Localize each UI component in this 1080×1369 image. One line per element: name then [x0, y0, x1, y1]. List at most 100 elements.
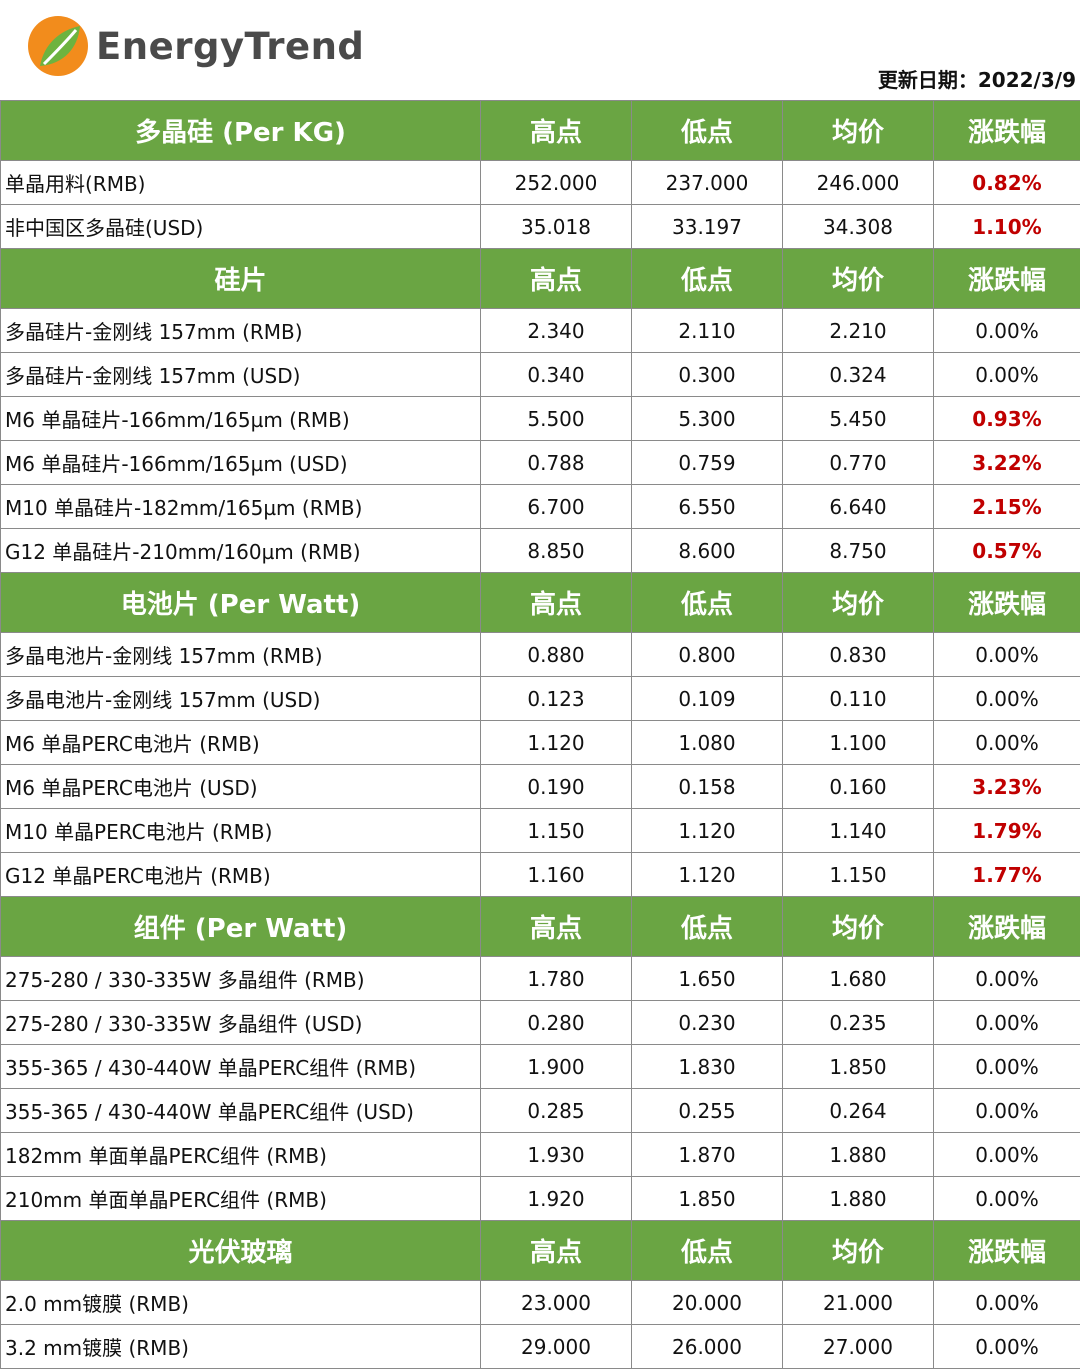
low-price: 2.110 [631, 308, 783, 353]
column-header: 均价 [782, 248, 934, 309]
low-price: 20.000 [631, 1280, 783, 1325]
average-price: 34.308 [782, 204, 934, 249]
table-row: M6 单晶硅片-166mm/165µm (RMB) 5.500 5.300 5.450… [0, 396, 1080, 441]
price-table-body: 多晶硅 (Per KG) 高点 低点 均价 涨跌幅 单晶用料(RMB) 252.000 237… [0, 100, 1080, 1369]
product-name: 2.0 mm镀膜 (RMB) [0, 1280, 481, 1325]
low-price: 0.759 [631, 440, 783, 485]
column-header: 低点 [631, 100, 783, 161]
low-price: 6.550 [631, 484, 783, 529]
average-price: 1.100 [782, 720, 934, 765]
column-header: 高点 [480, 896, 632, 957]
table-row: M10 单晶硅片-182mm/165µm (RMB) 6.700 6.550 6.64… [0, 484, 1080, 529]
table-row: 多晶硅片-金刚线 157mm (USD) 0.340 0.300 0.324 0.00% [0, 352, 1080, 397]
product-name: G12 单晶PERC电池片 (RMB) [0, 852, 481, 897]
low-price: 1.080 [631, 720, 783, 765]
section-title: 组件 (Per Watt) [0, 896, 481, 957]
low-price: 0.300 [631, 352, 783, 397]
column-header: 涨跌幅 [933, 100, 1080, 161]
change-percent: 0.00% [933, 1324, 1080, 1369]
table-row: 多晶电池片-金刚线 157mm (RMB) 0.880 0.800 0.830 0.00… [0, 632, 1080, 677]
average-price: 0.160 [782, 764, 934, 809]
brand-name: EnergyTrend [96, 25, 365, 68]
column-header: 涨跌幅 [933, 896, 1080, 957]
table-row: G12 单晶硅片-210mm/160µm (RMB) 8.850 8.600 8.75… [0, 528, 1080, 573]
low-price: 0.800 [631, 632, 783, 677]
product-name: M6 单晶PERC电池片 (USD) [0, 764, 481, 809]
high-price: 1.780 [480, 956, 632, 1001]
product-name: 多晶硅片-金刚线 157mm (RMB) [0, 308, 481, 353]
average-price: 0.110 [782, 676, 934, 721]
section-title: 电池片 (Per Watt) [0, 572, 481, 633]
average-price: 0.235 [782, 1000, 934, 1045]
low-price: 1.830 [631, 1044, 783, 1089]
average-price: 27.000 [782, 1324, 934, 1369]
product-name: M10 单晶PERC电池片 (RMB) [0, 808, 481, 853]
product-name: 275-280 / 330-335W 多晶组件 (RMB) [0, 956, 481, 1001]
change-percent: 0.00% [933, 676, 1080, 721]
high-price: 8.850 [480, 528, 632, 573]
column-header: 高点 [480, 572, 632, 633]
high-price: 1.920 [480, 1176, 632, 1221]
table-row: 单晶用料(RMB) 252.000 237.000 246.000 0.82% [0, 160, 1080, 205]
change-percent: 3.22% [933, 440, 1080, 485]
average-price: 0.830 [782, 632, 934, 677]
section-header-row: 组件 (Per Watt) 高点 低点 均价 涨跌幅 [0, 896, 1080, 957]
low-price: 26.000 [631, 1324, 783, 1369]
change-percent: 0.93% [933, 396, 1080, 441]
change-percent: 0.00% [933, 1280, 1080, 1325]
high-price: 23.000 [480, 1280, 632, 1325]
change-percent: 2.15% [933, 484, 1080, 529]
low-price: 0.230 [631, 1000, 783, 1045]
energytrend-leaf-icon [28, 16, 88, 76]
section-title: 多晶硅 (Per KG) [0, 100, 481, 161]
change-percent: 1.10% [933, 204, 1080, 249]
product-name: 单晶用料(RMB) [0, 160, 481, 205]
low-price: 0.158 [631, 764, 783, 809]
section-header-row: 硅片 高点 低点 均价 涨跌幅 [0, 248, 1080, 309]
average-price: 1.850 [782, 1044, 934, 1089]
table-row: 355-365 / 430-440W 单晶PERC组件 (USD) 0.285 0.… [0, 1088, 1080, 1133]
change-percent: 0.82% [933, 160, 1080, 205]
product-name: M6 单晶硅片-166mm/165µm (RMB) [0, 396, 481, 441]
section-header-row: 电池片 (Per Watt) 高点 低点 均价 涨跌幅 [0, 572, 1080, 633]
table-row: G12 单晶PERC电池片 (RMB) 1.160 1.120 1.150 1.77% [0, 852, 1080, 897]
table-row: 275-280 / 330-335W 多晶组件 (USD) 0.280 0.230 0… [0, 1000, 1080, 1045]
column-header: 高点 [480, 248, 632, 309]
product-name: 非中国区多晶硅(USD) [0, 204, 481, 249]
table-row: 多晶电池片-金刚线 157mm (USD) 0.123 0.109 0.110 0.00… [0, 676, 1080, 721]
change-percent: 0.00% [933, 1176, 1080, 1221]
table-row: 210mm 单面单晶PERC组件 (RMB) 1.920 1.850 1.880 0.0… [0, 1176, 1080, 1221]
table-row: M6 单晶PERC电池片 (USD) 0.190 0.158 0.160 3.23% [0, 764, 1080, 809]
column-header: 均价 [782, 1220, 934, 1281]
high-price: 1.930 [480, 1132, 632, 1177]
product-name: 182mm 单面单晶PERC组件 (RMB) [0, 1132, 481, 1177]
high-price: 0.285 [480, 1088, 632, 1133]
high-price: 1.150 [480, 808, 632, 853]
change-percent: 0.00% [933, 1132, 1080, 1177]
high-price: 0.280 [480, 1000, 632, 1045]
product-name: 275-280 / 330-335W 多晶组件 (USD) [0, 1000, 481, 1045]
low-price: 0.255 [631, 1088, 783, 1133]
high-price: 1.120 [480, 720, 632, 765]
product-name: M6 单晶PERC电池片 (RMB) [0, 720, 481, 765]
average-price: 1.680 [782, 956, 934, 1001]
column-header: 涨跌幅 [933, 1220, 1080, 1281]
column-header: 低点 [631, 896, 783, 957]
change-percent: 0.00% [933, 720, 1080, 765]
product-name: 355-365 / 430-440W 单晶PERC组件 (RMB) [0, 1044, 481, 1089]
table-row: M6 单晶PERC电池片 (RMB) 1.120 1.080 1.100 0.00% [0, 720, 1080, 765]
low-price: 1.650 [631, 956, 783, 1001]
low-price: 1.850 [631, 1176, 783, 1221]
high-price: 1.160 [480, 852, 632, 897]
column-header: 涨跌幅 [933, 248, 1080, 309]
column-header: 涨跌幅 [933, 572, 1080, 633]
page-header: EnergyTrend 更新日期：2022/3/9 [0, 0, 1080, 100]
low-price: 237.000 [631, 160, 783, 205]
change-percent: 0.00% [933, 352, 1080, 397]
price-table: 多晶硅 (Per KG) 高点 低点 均价 涨跌幅 单晶用料(RMB) 252.000 237… [0, 100, 1080, 1369]
low-price: 5.300 [631, 396, 783, 441]
column-header: 低点 [631, 572, 783, 633]
high-price: 0.788 [480, 440, 632, 485]
average-price: 0.264 [782, 1088, 934, 1133]
update-date: 更新日期：2022/3/9 [877, 68, 1076, 92]
